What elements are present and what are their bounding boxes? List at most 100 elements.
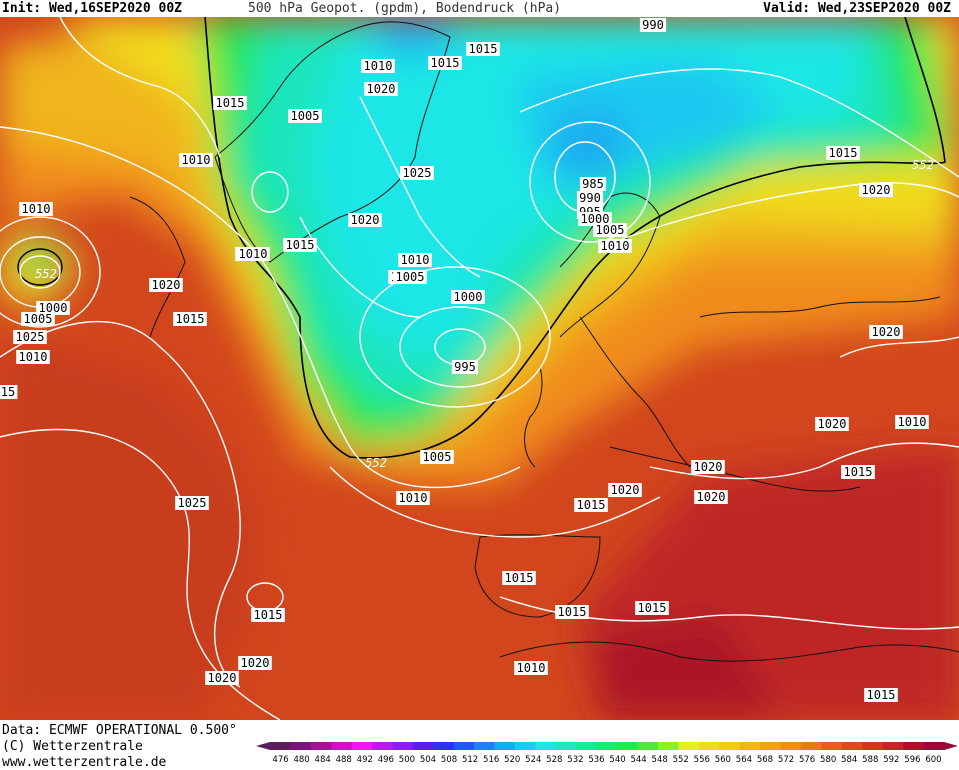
legend-tick-label: 540: [609, 755, 625, 765]
legend-tick-label: 516: [483, 755, 499, 765]
isobar-label: 1000: [578, 212, 612, 226]
legend-tick-label: 548: [652, 755, 668, 765]
label-text: 552: [35, 267, 57, 281]
label-text: 1005: [24, 312, 53, 326]
legend-swatch: [678, 742, 700, 750]
label-text: 1020: [697, 490, 726, 504]
legend-tick-label: 600: [925, 755, 941, 765]
label-text: 1015: [216, 96, 245, 110]
isobar-label: 1020: [859, 183, 893, 197]
init-time: Init: Wed,16SEP2020 00Z: [2, 1, 183, 16]
label-background: [16, 350, 50, 364]
legend-swatch: [494, 742, 516, 750]
contour-552-label: 552: [35, 267, 57, 281]
label-text: 1010: [239, 247, 268, 261]
label-background: [361, 59, 395, 73]
legend-swatch: [392, 742, 414, 750]
legend-swatch: [433, 742, 455, 750]
label-background: [598, 239, 632, 253]
legend-swatch: [372, 742, 394, 750]
label-text: 1010: [364, 59, 393, 73]
label-background: [236, 247, 270, 261]
label-background: [691, 460, 725, 474]
isobar-label: 1005: [420, 450, 454, 464]
isobar-label: 1020: [364, 82, 398, 96]
isobar-label: 1005: [393, 270, 427, 284]
label-background: [283, 238, 317, 252]
pressure-labels: 990 1015 1010 1015 1020 1015 1005 1010 1025 1020 1…: [0, 18, 934, 702]
isobar-label: 1015: [555, 605, 589, 619]
isobar-label: 1010: [895, 415, 929, 429]
legend-tick-label: 500: [399, 755, 415, 765]
label-text: 1010: [22, 202, 51, 216]
label-background: [396, 491, 430, 505]
legend-tick-label: 524: [525, 755, 541, 765]
label-background: [635, 601, 669, 615]
label-text: 990: [579, 191, 601, 205]
label-background: [205, 671, 239, 685]
contour-552-label: 552: [912, 158, 934, 172]
isobar-label: 1020: [694, 490, 728, 504]
label-background: [288, 109, 322, 123]
label-background: [251, 608, 285, 622]
label-text: 1020: [872, 325, 901, 339]
legend-tick-label: 532: [567, 755, 583, 765]
legend-swatch: [780, 742, 802, 750]
legend-tick-label: 496: [378, 755, 394, 765]
legend-swatch: [801, 742, 822, 750]
isobar-label: 1015: [173, 312, 207, 326]
isobar-label: 1005: [21, 312, 55, 326]
label-text: 1005: [291, 109, 320, 123]
legend-swatch: [658, 742, 679, 750]
coastlines: [129, 21, 959, 662]
label-background: [420, 450, 454, 464]
isobar-label: 985: [579, 177, 607, 191]
isobar-label: 1015: [251, 608, 285, 622]
label-text: 1010: [898, 415, 927, 429]
label-background: [149, 278, 183, 292]
label-text: 1015: [867, 688, 896, 702]
label-text: 1015: [431, 56, 460, 70]
legend-tick-label: 580: [820, 755, 836, 765]
color-legend: 476 480 484 488 492 496 500 504 508 512 516 520 524 5…: [256, 742, 958, 765]
label-text: 1025: [403, 166, 432, 180]
label-background: [593, 223, 627, 237]
label-text: 1010: [601, 239, 630, 253]
legend-tick-label: 596: [904, 755, 920, 765]
label-text: 1020: [351, 213, 380, 227]
legend-swatch: [903, 742, 925, 750]
label-text: 552: [365, 456, 387, 470]
label-text: 985: [582, 177, 604, 191]
legend-swatch: [555, 742, 577, 750]
label-text: 1010: [182, 153, 211, 167]
label-text: 1005: [596, 223, 625, 237]
label-background: [578, 212, 612, 226]
isobar-label: 1010: [19, 202, 53, 216]
legend-tick-label: 484: [315, 755, 331, 765]
legend-swatch: [515, 742, 537, 750]
legend-arrow-high: [944, 742, 958, 750]
label-text: 552: [912, 158, 934, 172]
isobar-label: 1010: [598, 239, 632, 253]
contour-552: [204, 17, 946, 459]
legend-tick-label: 520: [504, 755, 520, 765]
label-text: 1020: [208, 671, 237, 685]
isobar-label: 995: [451, 360, 479, 374]
label-text: 1010: [399, 491, 428, 505]
isobar-label: 1015: [864, 688, 898, 702]
isobar-label: 1010: [396, 491, 430, 505]
weather-map: 990 1015 1010 1015 1020 1015 1005 1010 1025 1020 1…: [0, 17, 959, 720]
legend-tick-label: 508: [441, 755, 457, 765]
legend-swatch: [862, 742, 884, 750]
legend-tick-label: 544: [630, 755, 646, 765]
isobar-label: 15: [0, 385, 18, 399]
label-background: [502, 571, 536, 585]
legend-tick-label: 560: [715, 755, 731, 765]
isobar-label: 1010: [361, 59, 395, 73]
legend-swatch: [453, 742, 475, 750]
legend-swatch: [719, 742, 741, 750]
map-footer: Data: ECMWF OPERATIONAL 0.500° (C) Wette…: [0, 720, 959, 770]
legend-swatch: [412, 742, 434, 750]
label-text: 1015: [558, 605, 587, 619]
legend-swatch: [310, 742, 332, 750]
